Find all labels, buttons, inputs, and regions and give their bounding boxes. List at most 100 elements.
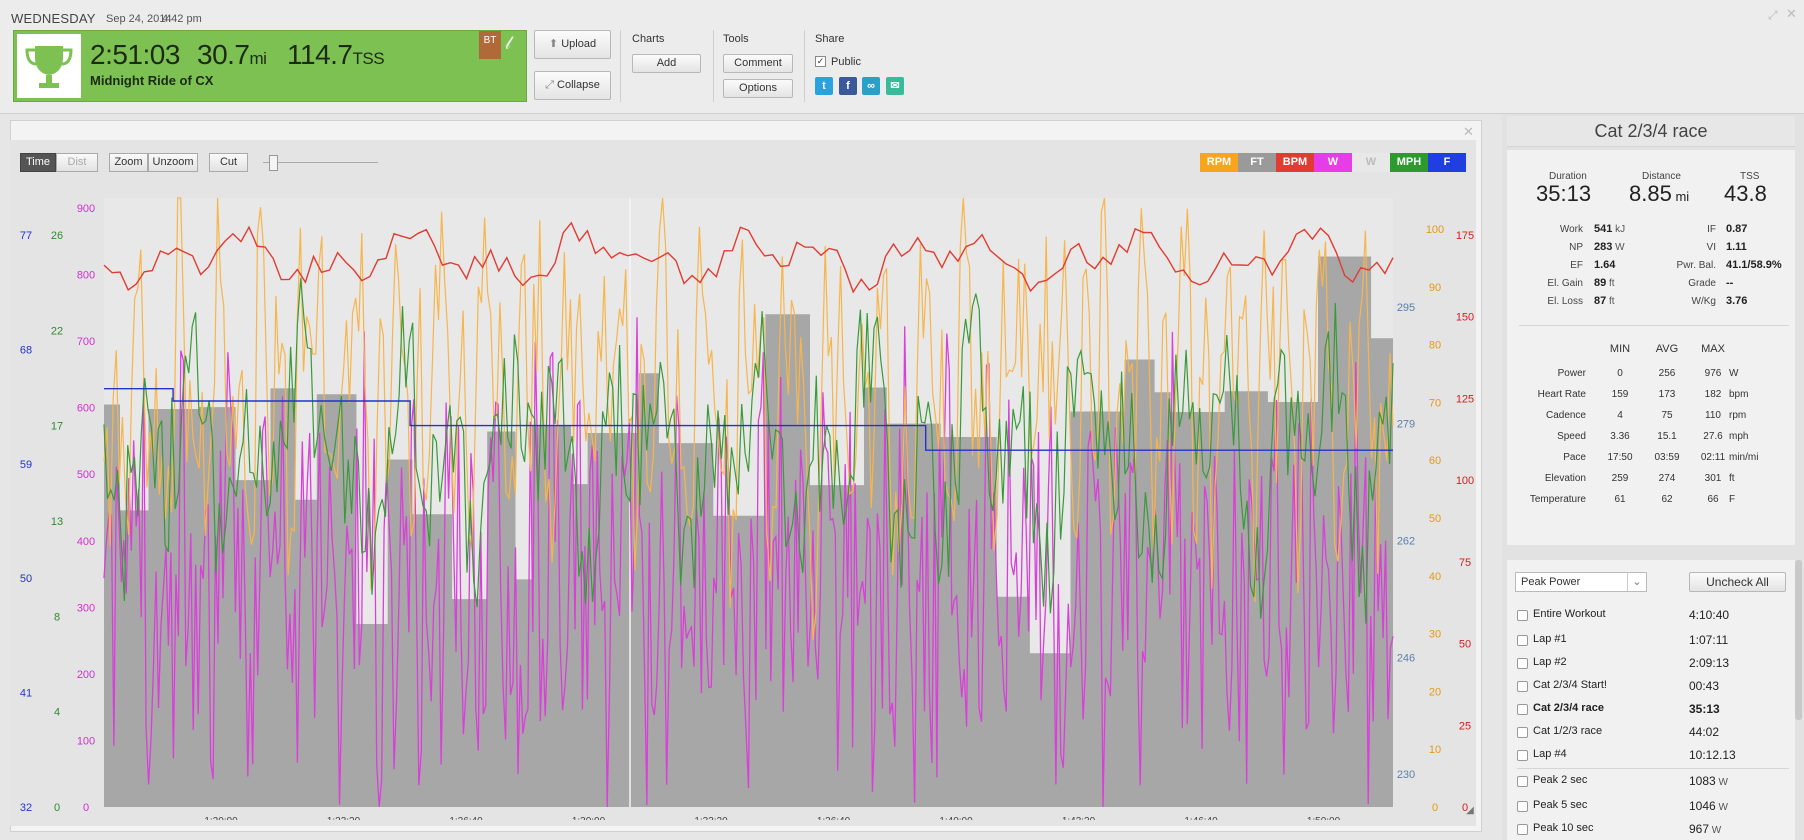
metric-value: 283 W: [1594, 241, 1625, 253]
smoothing-slider-handle[interactable]: [269, 155, 278, 171]
table-row-label: Speed: [1557, 431, 1586, 442]
table-cell-min: 17:50: [1607, 452, 1633, 463]
elevation-ft-tick-label: 230: [1397, 769, 1415, 781]
metric-label: EF: [1570, 260, 1583, 271]
range-checkbox[interactable]: [1517, 681, 1528, 692]
range-checkbox[interactable]: [1517, 704, 1528, 715]
channel-toggle-w[interactable]: W: [1352, 153, 1390, 172]
range-checkbox[interactable]: [1517, 824, 1528, 835]
cadence-rpm-tick-label: 40: [1429, 571, 1441, 583]
workout-time: 4:42 pm: [162, 13, 202, 25]
resize-icon[interactable]: ◢: [1466, 805, 1474, 816]
range-list-item[interactable]: Lap #1 1:07:11: [1517, 631, 1789, 651]
range-list-item[interactable]: Lap #2 2:09:13: [1517, 654, 1789, 674]
range-checkbox[interactable]: [1517, 658, 1528, 669]
hr-bpm-tick-label: 150: [1456, 312, 1474, 324]
link-icon[interactable]: ∞: [862, 77, 880, 95]
cadence-rpm-tick-label: 60: [1429, 455, 1441, 467]
table-row-label: Power: [1557, 368, 1586, 379]
channel-toggle-w[interactable]: W: [1314, 153, 1352, 172]
options-button[interactable]: Options: [723, 79, 793, 98]
paperclip-icon[interactable]: 𝓁: [505, 33, 511, 53]
channel-toggle-ft[interactable]: FT: [1238, 153, 1276, 172]
cadence-rpm-tick-label: 0: [1432, 802, 1438, 814]
public-checkbox[interactable]: ✓: [815, 56, 826, 67]
metric-value: 87 ft: [1594, 295, 1615, 307]
metric-value: 89 ft: [1594, 277, 1615, 289]
range-checkbox[interactable]: [1517, 727, 1528, 738]
workout-chart[interactable]: 3241505968770481317222601002003004005006…: [0, 180, 1490, 820]
table-cell-min: 159: [1611, 389, 1629, 400]
email-icon[interactable]: ✉: [886, 77, 904, 95]
summary-duration: 2:51:03: [90, 39, 180, 70]
speed-mph-tick-label: 8: [54, 611, 60, 623]
collapse-button[interactable]: ⤢ Collapse: [534, 71, 611, 100]
chart-close-icon[interactable]: ✕: [1463, 124, 1474, 139]
upload-button[interactable]: ⬆︎ Upload: [534, 30, 611, 59]
range-list-box: [1507, 560, 1795, 840]
channel-toggle-mph[interactable]: MPH: [1390, 153, 1428, 172]
range-value: 35:13: [1689, 702, 1720, 716]
range-name: Cat 1/2/3 race: [1533, 725, 1603, 737]
range-checkbox[interactable]: [1517, 801, 1528, 812]
range-checkbox[interactable]: [1517, 635, 1528, 646]
channel-toggle-bpm[interactable]: BPM: [1276, 153, 1314, 172]
range-list-item[interactable]: Cat 2/3/4 Start! 00:43: [1517, 677, 1789, 697]
range-list-item[interactable]: Peak 2 sec 1083 W: [1517, 772, 1789, 792]
table-cell-avg: 274: [1658, 473, 1676, 484]
expand-icon[interactable]: ⤢: [1768, 8, 1778, 22]
range-type-select[interactable]: Peak Power ⌄: [1515, 572, 1647, 592]
unzoom-button[interactable]: Unzoom: [148, 153, 198, 172]
speed-mph-tick-label: 17: [51, 421, 63, 433]
divider: [713, 30, 714, 102]
range-list-item[interactable]: Lap #4 10:12.13: [1517, 746, 1789, 769]
cut-button[interactable]: Cut: [209, 153, 248, 172]
range-checkbox[interactable]: [1517, 610, 1528, 621]
metric-value: 41.1/58.9%: [1726, 259, 1782, 271]
table-cell-max: 110: [1705, 410, 1721, 421]
bt-badge[interactable]: BT: [479, 31, 501, 59]
table-cell-max: 02:11: [1700, 452, 1726, 463]
metric-unit: kJ: [1612, 224, 1626, 235]
power-series: [103, 317, 1394, 808]
workout-day: WEDNESDAY: [11, 11, 96, 26]
summary-distance: 30.7mi: [197, 39, 267, 70]
comment-button[interactable]: Comment: [723, 54, 793, 73]
range-checkbox[interactable]: [1517, 750, 1528, 761]
temp-f-tick-label: 50: [20, 573, 32, 585]
lap-duration: 35:13: [1536, 181, 1592, 206]
range-list-item[interactable]: Peak 5 sec 1046 W: [1517, 797, 1789, 817]
chevron-down-icon: ⌄: [1627, 573, 1646, 591]
metric-value: 1.11: [1726, 241, 1747, 253]
x-tick-label: 1:46:40: [1184, 816, 1218, 820]
range-list-item[interactable]: Cat 1/2/3 race 44:02: [1517, 723, 1789, 743]
divider: [804, 30, 805, 102]
range-list-item[interactable]: Peak 10 sec 967 W: [1517, 820, 1789, 840]
smoothing-slider-track[interactable]: [263, 162, 378, 163]
range-list-item[interactable]: Cat 2/3/4 race 35:13: [1517, 700, 1789, 720]
add-chart-button[interactable]: Add: [632, 54, 701, 73]
range-checkbox[interactable]: [1517, 776, 1528, 787]
range-value: 967 W: [1689, 822, 1722, 836]
table-row-label: Temperature: [1529, 494, 1586, 505]
channel-toggle-rpm[interactable]: RPM: [1200, 153, 1238, 172]
range-unit: W: [1715, 777, 1728, 788]
uncheck-all-button[interactable]: Uncheck All: [1689, 572, 1786, 592]
hr-bpm-tick-label: 100: [1456, 475, 1474, 487]
close-icon[interactable]: ✕: [1786, 6, 1797, 21]
table-cell-max: 976: [1704, 368, 1722, 379]
metric-value: 541 kJ: [1594, 223, 1626, 235]
dist-toggle[interactable]: Dist: [56, 153, 98, 172]
zoom-button[interactable]: Zoom: [109, 153, 148, 172]
facebook-icon[interactable]: f: [839, 77, 857, 95]
twitter-icon[interactable]: t: [815, 77, 833, 95]
table-cell-avg: 15.1: [1657, 431, 1677, 442]
channel-toggle-f[interactable]: F: [1428, 153, 1466, 172]
range-value: 2:09:13: [1689, 656, 1730, 670]
range-value: 00:43: [1689, 679, 1720, 693]
range-list-scrollbar[interactable]: [1795, 560, 1802, 720]
table-row-label: Elevation: [1544, 473, 1586, 484]
lap-title: Cat 2/3/4 race: [1507, 116, 1795, 147]
range-list-item[interactable]: Entire Workout 4:10:40: [1517, 606, 1789, 626]
time-toggle[interactable]: Time: [20, 153, 56, 172]
